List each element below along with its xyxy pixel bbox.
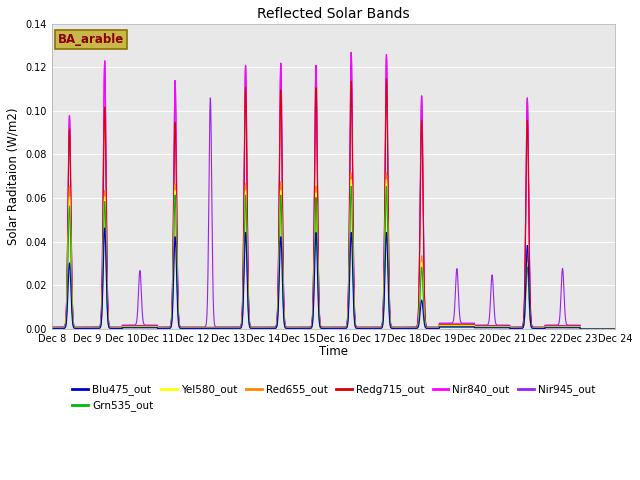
Title: Reflected Solar Bands: Reflected Solar Bands [257, 7, 410, 21]
Legend: Blu475_out, Grn535_out, Yel580_out, Red655_out, Redg715_out, Nir840_out, Nir945_: Blu475_out, Grn535_out, Yel580_out, Red6… [68, 380, 599, 416]
Text: BA_arable: BA_arable [58, 34, 124, 47]
Y-axis label: Solar Raditaion (W/m2): Solar Raditaion (W/m2) [7, 108, 20, 245]
X-axis label: Time: Time [319, 345, 348, 358]
